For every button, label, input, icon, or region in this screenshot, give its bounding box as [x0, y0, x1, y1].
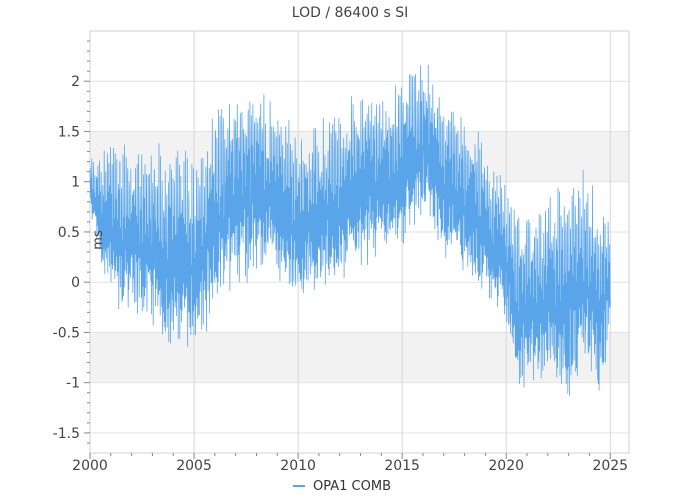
x-tick-label-2025: 2025: [592, 458, 628, 474]
x-tick-labels: 2000 2005 2010 2015 2020 2025: [72, 458, 628, 474]
axes: [84, 40, 611, 459]
x-tick-label-2015: 2015: [384, 458, 420, 474]
x-tick-label-2005: 2005: [176, 458, 212, 474]
chart-title: LOD / 86400 s SI: [292, 5, 408, 21]
x-tick-label-2020: 2020: [488, 458, 524, 474]
y-tick-label-1.5: 1.5: [58, 124, 80, 140]
y-tick-label--0.5: -0.5: [53, 325, 80, 341]
series-line-opa1-comb: [89, 64, 611, 396]
y-tick-label-0: 0: [71, 275, 80, 291]
legend-label-opa1-comb: OPA1 COMB: [313, 479, 391, 494]
y-tick-label-1: 1: [71, 175, 80, 191]
x-tick-label-2010: 2010: [280, 458, 316, 474]
y-tick-labels: -1.5 -1 -0.5 0 0.5 1 1.5 2: [53, 74, 80, 442]
y-tick-label-2: 2: [71, 74, 80, 90]
y-tick-label--1: -1: [66, 376, 80, 392]
grid-band-1: [90, 332, 629, 383]
series-layer: [89, 64, 611, 396]
y-axis-label: ms: [91, 230, 106, 250]
legend[interactable]: OPA1 COMB: [293, 479, 391, 494]
x-tick-label-2000: 2000: [72, 458, 108, 474]
y-tick-label--1.5: -1.5: [53, 426, 80, 442]
y-tick-label-0.5: 0.5: [58, 225, 80, 241]
